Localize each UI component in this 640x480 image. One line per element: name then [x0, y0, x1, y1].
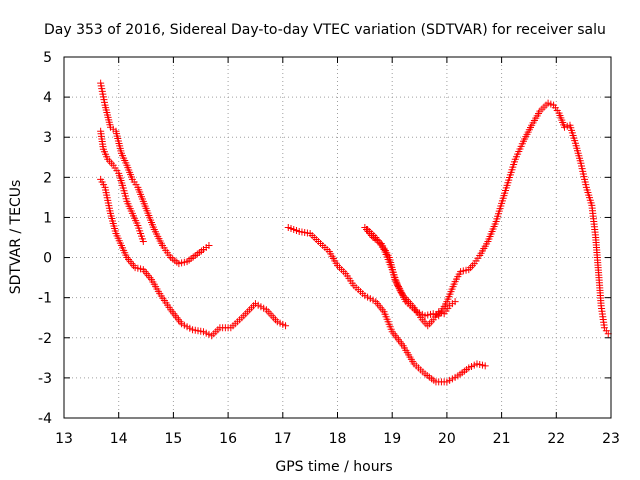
series-track-1 — [97, 79, 213, 268]
series-track-4 — [284, 223, 489, 386]
y-tick-label: 4 — [43, 90, 52, 106]
x-tick-labels: 13 14 15 16 17 18 19 20 21 22 23 — [55, 431, 620, 447]
axis-ticks — [63, 56, 612, 419]
y-tick-label: 3 — [43, 130, 52, 146]
grid-lines — [64, 57, 611, 418]
data-point — [139, 238, 147, 246]
data-point — [481, 362, 489, 370]
x-tick-label: 15 — [164, 431, 182, 447]
x-tick-label: 13 — [55, 431, 73, 447]
chart-title: Day 353 of 2016, Sidereal Day-to-day VTE… — [44, 22, 606, 38]
y-tick-label: 1 — [43, 210, 52, 226]
y-tick-label: 2 — [43, 170, 52, 186]
y-tick-labels: -4 -3 -2 -1 0 1 2 3 4 5 — [38, 50, 52, 427]
x-tick-label: 14 — [110, 431, 128, 447]
data-point — [451, 298, 459, 306]
data-points — [97, 79, 612, 386]
y-tick-label: -3 — [38, 371, 52, 387]
x-tick-label: 20 — [438, 431, 456, 447]
x-tick-label: 19 — [383, 431, 401, 447]
series-track-3 — [97, 175, 290, 340]
data-point — [282, 322, 290, 330]
y-tick-label: -2 — [38, 331, 52, 347]
series-track-6 — [364, 99, 612, 338]
data-point — [205, 242, 213, 250]
y-tick-label: -4 — [38, 411, 52, 427]
series-track-2 — [97, 127, 147, 246]
x-tick-label: 21 — [493, 431, 511, 447]
x-axis-label: GPS time / hours — [275, 459, 392, 475]
x-tick-label: 22 — [547, 431, 565, 447]
x-tick-label: 16 — [219, 431, 237, 447]
y-axis-label: SDTVAR / TECUs — [8, 180, 24, 295]
y-tick-label: 0 — [43, 251, 52, 267]
y-tick-label: 5 — [43, 50, 52, 66]
y-tick-label: -1 — [38, 291, 52, 307]
x-tick-label: 17 — [274, 431, 292, 447]
x-tick-label: 18 — [329, 431, 347, 447]
x-tick-label: 23 — [602, 431, 620, 447]
